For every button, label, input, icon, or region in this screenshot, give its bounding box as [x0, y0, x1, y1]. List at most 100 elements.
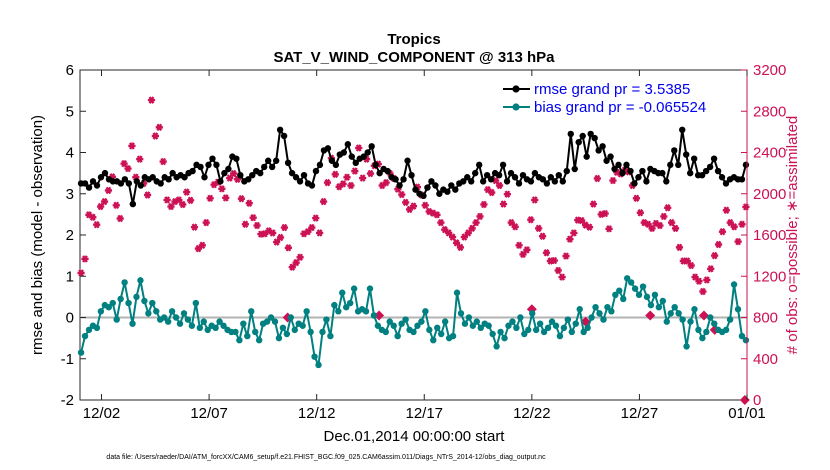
rmse-point	[603, 157, 610, 164]
obs-count-marker	[249, 213, 257, 222]
rmse-point	[137, 182, 144, 189]
rmse-point	[444, 188, 451, 195]
obs-count-marker	[664, 204, 672, 212]
legend: rmse grand pr = 3.5385 bias grand pr = -…	[503, 81, 706, 116]
obs-count-marker	[100, 197, 109, 206]
obs-count-marker	[726, 218, 734, 227]
rmse-point	[129, 200, 137, 208]
rmse-point	[722, 180, 730, 187]
obs-count-marker	[585, 223, 594, 231]
rmse-point	[276, 126, 284, 134]
rmse-point	[667, 161, 674, 169]
obs-count-marker	[535, 224, 543, 233]
bias-point	[489, 330, 496, 338]
obs-count-marker	[179, 200, 187, 209]
rmse-point	[97, 174, 105, 181]
rmse-point	[718, 174, 726, 181]
bias-point	[612, 291, 619, 299]
obs-count-marker	[527, 216, 535, 224]
x-tick-label: 12/07	[190, 405, 228, 422]
bias-point	[263, 318, 271, 325]
bias-point	[493, 343, 500, 350]
rmse-point	[197, 163, 204, 171]
bias-point	[513, 324, 520, 332]
obs-count-marker	[687, 261, 695, 270]
obs-count-marker	[237, 194, 246, 203]
obs-count-marker	[660, 212, 668, 221]
bias-point	[441, 318, 449, 325]
bias-point	[434, 324, 441, 332]
x-tick-label: 01/01	[728, 405, 766, 422]
bias-point	[679, 316, 686, 323]
obs-count-marker	[190, 223, 199, 231]
rmse-point	[464, 174, 471, 181]
bias-point	[335, 308, 342, 315]
obs-count-marker	[460, 233, 468, 241]
rmse-point	[284, 159, 292, 167]
rmse-point	[280, 132, 288, 140]
obs-count-marker	[143, 191, 152, 199]
obs-count-marker	[558, 273, 566, 281]
obs-count-marker	[97, 202, 105, 211]
obs-count-marker	[316, 229, 324, 237]
rmse-point	[698, 171, 706, 179]
rmse-point	[332, 161, 340, 169]
rmse-point	[559, 178, 566, 185]
plot-area	[79, 69, 748, 401]
left-tick-label: 4	[66, 145, 74, 162]
rmse-point	[257, 169, 264, 177]
bias-point	[299, 322, 306, 329]
rmse-point	[539, 176, 547, 183]
obs-count-marker	[476, 212, 484, 221]
rmse-point	[567, 130, 574, 138]
right-tick-label: 1600	[753, 227, 786, 244]
bias-point	[588, 314, 595, 321]
obs-count-marker	[714, 240, 723, 249]
rmse-point	[312, 167, 320, 175]
rmse-point	[710, 155, 718, 162]
bias-point	[616, 287, 623, 294]
bias-point	[192, 299, 200, 307]
obs-count-marker	[206, 194, 214, 203]
obs-count-marker	[488, 188, 496, 197]
left-tick-label: 2	[66, 227, 74, 244]
bias-point	[655, 303, 663, 311]
rmse-point	[117, 180, 125, 187]
legend-rmse-marker	[512, 85, 520, 93]
obs-count-marker	[499, 200, 508, 208]
rmse-point	[89, 178, 97, 185]
rmse-point	[742, 161, 750, 169]
rmse-point	[245, 176, 252, 183]
bias-point	[469, 322, 477, 329]
bias-point	[390, 322, 397, 329]
bias-point	[176, 320, 184, 327]
bias-point	[366, 285, 374, 292]
right-tick-label: 2800	[753, 103, 786, 120]
rmse-point	[261, 163, 268, 171]
bias-point	[651, 291, 659, 299]
bias-point	[374, 322, 382, 329]
rmse-point	[181, 174, 188, 181]
rmse-point	[316, 161, 324, 169]
bias-point	[283, 330, 291, 338]
bias-point	[240, 320, 247, 327]
rmse-point	[201, 174, 208, 181]
obs-count-marker	[730, 223, 738, 231]
bias-point	[635, 291, 643, 299]
bias-point	[568, 328, 575, 336]
obs-count-marker	[402, 198, 410, 207]
bias-point	[631, 285, 639, 292]
rmse-point	[288, 169, 296, 177]
rmse-point	[659, 169, 666, 177]
bias-point	[168, 308, 176, 315]
bias-point	[105, 303, 112, 311]
rmse-point	[368, 143, 375, 150]
obs-count-marker	[675, 243, 684, 252]
rmse-point	[690, 155, 698, 162]
bias-point	[216, 318, 223, 325]
bias-point	[485, 322, 492, 329]
rmse-point	[579, 132, 586, 140]
data-file-footnote: data file: /Users/raeder/DAI/ATM_forcXX/…	[106, 454, 546, 461]
rmse-point	[448, 182, 455, 189]
rmse-point	[428, 178, 435, 185]
